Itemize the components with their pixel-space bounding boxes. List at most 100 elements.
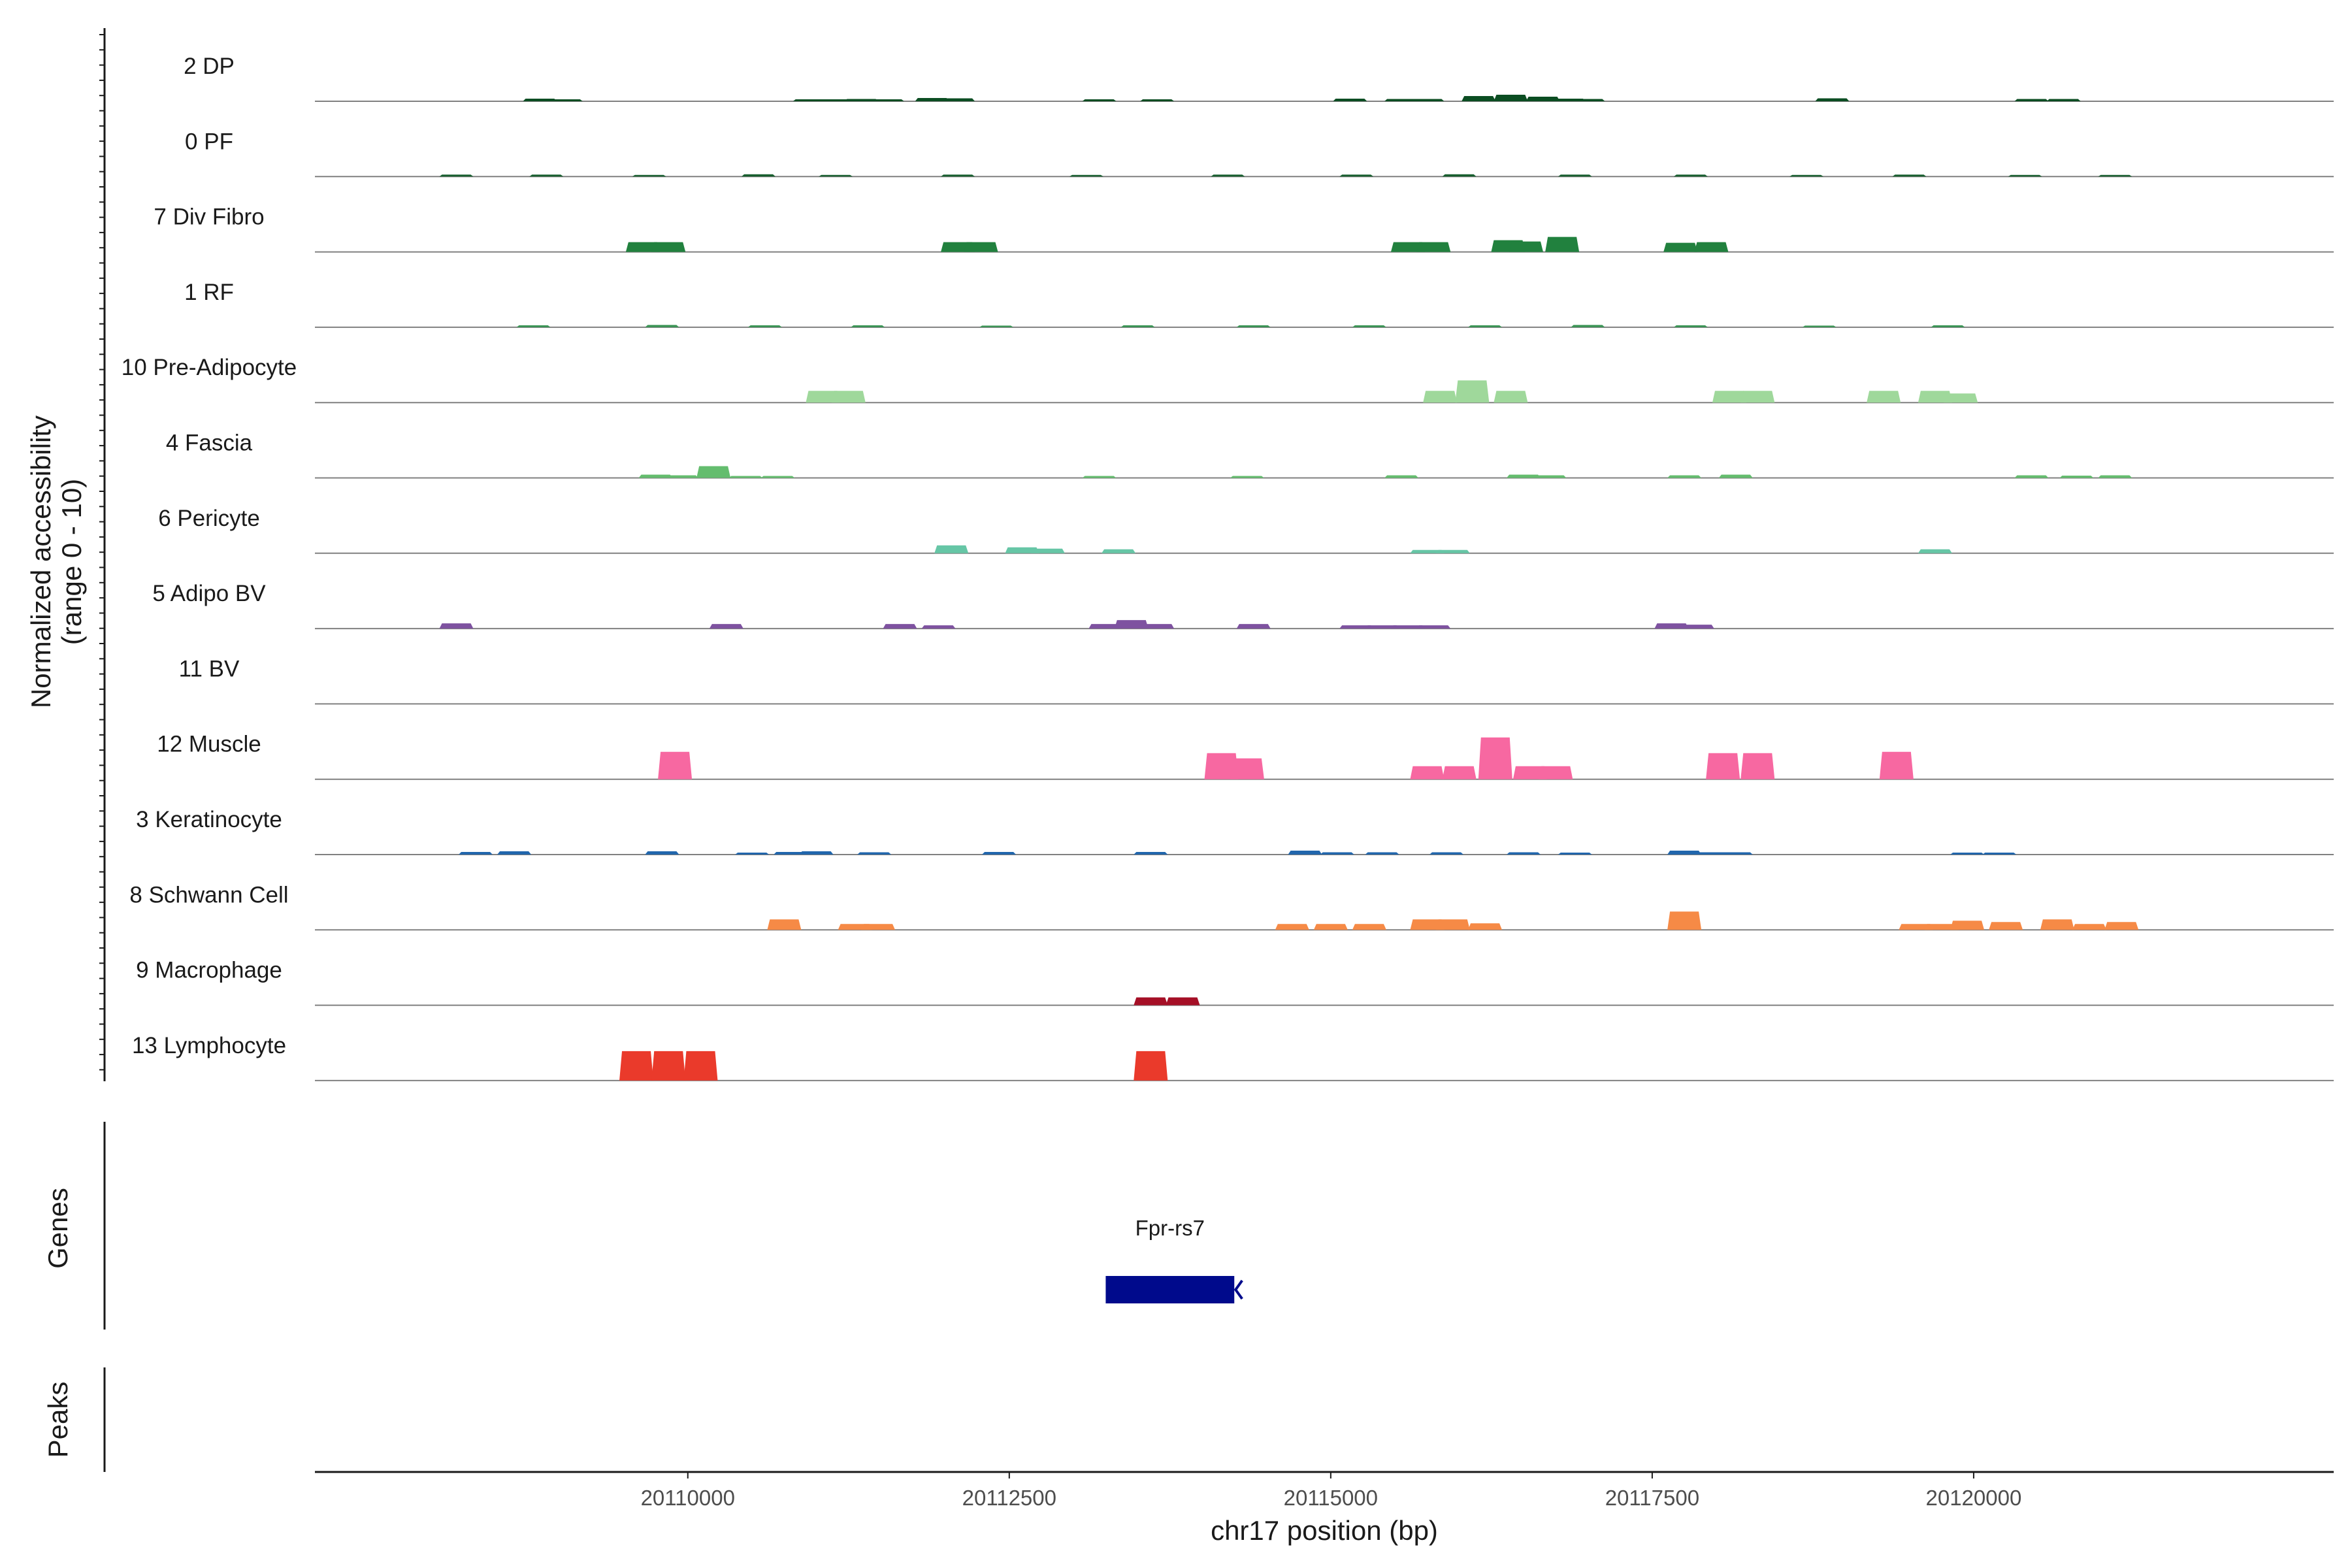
track-label: 7 Div Fibro (154, 204, 264, 230)
coverage-peak (742, 174, 776, 177)
coverage-peak (2014, 475, 2049, 478)
coverage-peak (1507, 474, 1541, 478)
track-label: 4 Fascia (166, 431, 253, 456)
coverage-peak (2104, 922, 2139, 930)
coverage-peak (747, 325, 782, 327)
coverage-peak (651, 1051, 686, 1081)
tracks-layer: 2 DP 0 PF 7 Div Fibro 1 RF 10 Pre-Adipocyte 4… (122, 54, 2334, 1081)
coverage-peak (1667, 851, 1702, 855)
coverage-peak (439, 623, 474, 629)
x-tick-label: 20110000 (641, 1486, 735, 1510)
coverage-peak (1410, 919, 1445, 930)
coverage-peak (728, 476, 763, 478)
coverage-peak (1339, 625, 1374, 629)
coverage-peak (799, 851, 834, 855)
coverage-peak (1740, 391, 1775, 403)
coverage-peak (1236, 325, 1271, 327)
coverage-peak (1339, 174, 1374, 177)
coverage-peak (1558, 853, 1592, 855)
coverage-peak (964, 242, 998, 252)
coverage-peak (651, 242, 686, 252)
coverage-peak (819, 174, 853, 177)
x-axis-title: chr17 position (bp) (1211, 1515, 1438, 1546)
track-label: 10 Pre-Adipocyte (122, 355, 297, 380)
coverage-peak (915, 98, 949, 101)
track-7: 6 Pericyte (158, 506, 2334, 554)
coverage-peak (1134, 1051, 1168, 1081)
coverage-peak (1211, 174, 1245, 177)
coverage-peak (2014, 99, 2049, 101)
coverage-peak (921, 625, 956, 629)
y-axis-title-line2: (range 0 - 10) (56, 479, 87, 645)
coverage-peak (1924, 924, 1959, 930)
coverage-peak (523, 99, 557, 101)
coverage-peak (1030, 548, 1065, 553)
coverage-peak (1989, 922, 2023, 930)
coverage-peak (2098, 174, 2132, 177)
coverage-peak (1494, 391, 1528, 403)
coverage-peak (1673, 325, 1708, 327)
coverage-peak (1236, 624, 1271, 629)
coverage-peak (1204, 753, 1239, 779)
track-13: 9 Macrophage (136, 958, 2334, 1006)
coverage-peak (1102, 549, 1136, 553)
track-label: 9 Macrophage (136, 958, 282, 983)
coverage-peak (1410, 766, 1445, 779)
coverage-peak (1539, 766, 1573, 779)
track-label: 2 DP (184, 54, 235, 79)
peaks-panel-title: Peaks (42, 1382, 73, 1458)
coverage-peak (1532, 475, 1567, 478)
coverage-peak (1558, 174, 1592, 177)
gene-strand-arrow (1233, 1279, 1243, 1300)
coverage-peak (2072, 924, 2107, 930)
coverage-peak (1140, 99, 1175, 101)
coverage-peak (619, 1051, 654, 1081)
coverage-peak (819, 99, 853, 101)
coverage-peak (439, 174, 474, 177)
coverage-peak (1740, 753, 1775, 779)
coverage-peak (1333, 99, 1367, 101)
coverage-peak (851, 325, 885, 327)
coverage-peak (1718, 474, 1753, 478)
coverage-peak (1134, 852, 1168, 855)
coverage-peak (1410, 549, 1445, 553)
coverage-peak (861, 924, 896, 930)
coverage-peak (1166, 997, 1200, 1005)
coverage-peak (1680, 625, 1714, 629)
x-axis: 20110000 20112500 20115000 20117500 20120000 (315, 1471, 2334, 1510)
track-9: 11 BV (179, 656, 2334, 705)
coverage-peak (1982, 853, 2017, 855)
coverage-peak (883, 624, 917, 629)
genes-panel: Fpr-rs7 (103, 1122, 1243, 1330)
coverage-peak (1673, 174, 1708, 177)
coverage-peak (844, 99, 879, 101)
coverage-peak (941, 98, 975, 101)
coverage-peak (516, 325, 551, 327)
coverage-peak (1275, 924, 1309, 930)
track-label: 3 Keratinocyte (136, 807, 282, 832)
coverage-peak (1509, 241, 1543, 252)
coverage-peak (1365, 852, 1399, 855)
coverage-peak (529, 174, 564, 177)
coverage-peak (1478, 737, 1512, 779)
coverage-peak (625, 242, 660, 252)
coverage-peak (645, 851, 679, 855)
coverage-peak (1384, 475, 1419, 478)
coverage-peak (767, 919, 802, 930)
coverage-peak (2008, 174, 2042, 177)
coverage-peak (1114, 620, 1149, 629)
track-2: 0 PF (185, 129, 2334, 178)
coverage-peak (1088, 624, 1123, 629)
coverage-peak (1462, 96, 1496, 101)
coverage-peak (2046, 99, 2081, 101)
coverage-peak (1455, 380, 1490, 403)
coverage-peak (664, 475, 698, 478)
coverage-peak (1950, 921, 1985, 930)
coverage-peak (941, 174, 975, 177)
y-axis-title-line1: Normalized accessibility (25, 416, 56, 708)
coverage-peak (1429, 852, 1463, 855)
track-5: 10 Pre-Adipocyte (122, 355, 2334, 404)
x-tick-label: 20112500 (962, 1486, 1056, 1510)
coverage-peak (1718, 852, 1753, 855)
